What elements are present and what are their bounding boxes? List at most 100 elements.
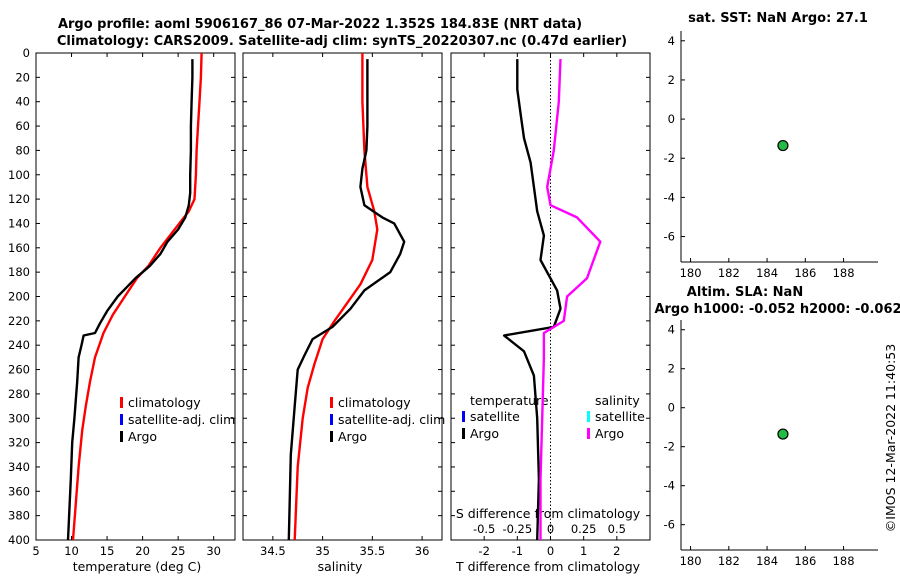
- t-difference-xlabel: T difference from climatology: [455, 559, 641, 574]
- x-tick-label: 35.5: [360, 544, 386, 558]
- salinity-legend: climatology satellite-adj. clim Argo: [330, 395, 445, 444]
- sla_map-argo-location-marker: [777, 428, 789, 440]
- y-tick-label: 60: [15, 119, 30, 133]
- legend-swatch-argo: [330, 431, 333, 442]
- y-tick-label: -6: [664, 230, 675, 244]
- x-tick-label: 184: [756, 554, 778, 568]
- x-tick-label: 1: [580, 544, 587, 558]
- y-tick-label: 180: [8, 265, 30, 279]
- y-tick-label: -4: [664, 190, 675, 204]
- x-tick-label: 182: [718, 266, 740, 280]
- x-tick-label: 35: [315, 544, 330, 558]
- legend-label-t-satellite: satellite: [470, 409, 520, 424]
- s-tick-label: -0.5: [473, 522, 495, 536]
- legend-label-s-satellite: satellite: [595, 409, 645, 424]
- s-difference-xlabel: S difference from climatology: [456, 506, 641, 521]
- salinity-series-argo: [287, 59, 406, 541]
- legend-swatch-satellite-clim: [120, 414, 123, 425]
- temperature-xlabel: temperature (deg C): [73, 559, 202, 574]
- y-tick-label: 100: [8, 168, 30, 182]
- x-tick-label: -2: [478, 544, 489, 558]
- y-tick-label: 280: [8, 387, 30, 401]
- y-tick-label: 400: [8, 533, 30, 547]
- legend-label-t-argo: Argo: [470, 426, 499, 441]
- temperature-series-climatology: [71, 52, 203, 541]
- legend-swatch-satellite-clim: [330, 414, 333, 425]
- sla-title-line2: Argo h1000: -0.052 h2000: -0.062: [654, 302, 900, 317]
- legend-label-climatology: climatology: [338, 395, 411, 410]
- legend-title-temperature: temperature: [470, 393, 549, 408]
- sst-map-panel: 4 2 0 -2 -4 -6 180 182 184 186 188: [664, 31, 878, 280]
- sst-title: sat. SST: NaN Argo: 27.1: [688, 11, 868, 26]
- y-tick-label: 340: [8, 460, 30, 474]
- y-tick-label: 4: [668, 34, 675, 48]
- legend-label-satellite-clim: satellite-adj. clim: [128, 412, 235, 427]
- x-tick-label: 180: [680, 266, 702, 280]
- legend-label-s-argo: Argo: [595, 426, 624, 441]
- sla-map-panel: 4 2 0 -2 -4 -6 180 182 184 186 188: [664, 320, 878, 568]
- y-tick-label: 380: [8, 509, 30, 523]
- legend-swatch-climatology: [120, 397, 123, 408]
- x-tick-label: 5: [32, 544, 39, 558]
- difference-series-s-argo-clim: [539, 59, 602, 540]
- salinity-axes-frame: [242, 52, 443, 541]
- s-tick-label: 0.25: [571, 522, 597, 536]
- legend-swatch-t-argo: [462, 428, 465, 439]
- y-tick-label: 300: [8, 411, 30, 425]
- y-tick-label: 40: [15, 95, 30, 109]
- y-tick-label: 120: [8, 192, 30, 206]
- legend-label-climatology: climatology: [128, 395, 201, 410]
- x-tick-label: 186: [794, 266, 816, 280]
- main-title-line2: Climatology: CARS2009. Satellite-adj cli…: [57, 34, 627, 49]
- y-tick-label: 320: [8, 436, 30, 450]
- y-tick-label: 2: [668, 362, 675, 376]
- y-tick-label: 0: [668, 401, 675, 415]
- s-tick-label: 0.5: [608, 522, 626, 536]
- sla-title-line1: Altim. SLA: NaN: [687, 285, 803, 300]
- x-tick-label: 34.5: [260, 544, 286, 558]
- y-tick-label: -2: [664, 151, 675, 165]
- temperature-legend: climatology satellite-adj. clim Argo: [120, 395, 235, 444]
- salinity-xlabel: salinity: [318, 559, 363, 574]
- x-tick-label: 188: [833, 266, 855, 280]
- main-title-line1: Argo profile: aoml 5906167_86 07-Mar-202…: [58, 17, 582, 32]
- legend-swatch-climatology: [330, 397, 333, 408]
- y-tick-label: 160: [8, 241, 30, 255]
- y-tick-label: 2: [668, 73, 675, 87]
- y-tick-label: 0: [23, 46, 30, 60]
- y-tick-label: 360: [8, 484, 30, 498]
- y-tick-label: 240: [8, 338, 30, 352]
- x-tick-label: 2: [613, 544, 620, 558]
- s-tick-label: -0.25: [502, 522, 532, 536]
- legend-label-argo: Argo: [128, 429, 157, 444]
- legend-swatch-s-satellite: [587, 411, 590, 422]
- y-tick-label: 140: [8, 216, 30, 230]
- legend-swatch-t-satellite: [462, 411, 465, 422]
- x-tick-label: 0: [547, 544, 554, 558]
- x-tick-label: 10: [64, 544, 79, 558]
- x-tick-label: 180: [680, 554, 702, 568]
- y-tick-label: -2: [664, 440, 675, 454]
- y-tick-label: 80: [15, 143, 30, 157]
- y-tick-label: 4: [668, 323, 675, 337]
- x-tick-label: 184: [756, 266, 778, 280]
- x-tick-label: 15: [100, 544, 115, 558]
- x-tick-label: 30: [206, 544, 221, 558]
- y-tick-label: 20: [15, 70, 30, 84]
- y-tick-label: -4: [664, 479, 675, 493]
- legend-label-argo: Argo: [338, 429, 367, 444]
- legend-title-salinity: salinity: [595, 393, 640, 408]
- y-tick-label: 200: [8, 290, 30, 304]
- legend-swatch-s-argo: [587, 428, 590, 439]
- temperature-panel: temperature (deg C) climatology satellit…: [8, 46, 236, 574]
- x-tick-label: 20: [135, 544, 150, 558]
- x-tick-label: 25: [171, 544, 186, 558]
- legend-label-satellite-clim: satellite-adj. clim: [338, 412, 445, 427]
- temperature-axes-frame: [35, 52, 236, 541]
- difference-panel: T difference from climatology S differen…: [450, 52, 651, 574]
- x-tick-label: -1: [512, 544, 523, 558]
- x-tick-label: 36: [415, 544, 430, 558]
- x-tick-label: 182: [718, 554, 740, 568]
- watermark: ©IMOS 12-Mar-2022 11:40:53: [883, 344, 898, 532]
